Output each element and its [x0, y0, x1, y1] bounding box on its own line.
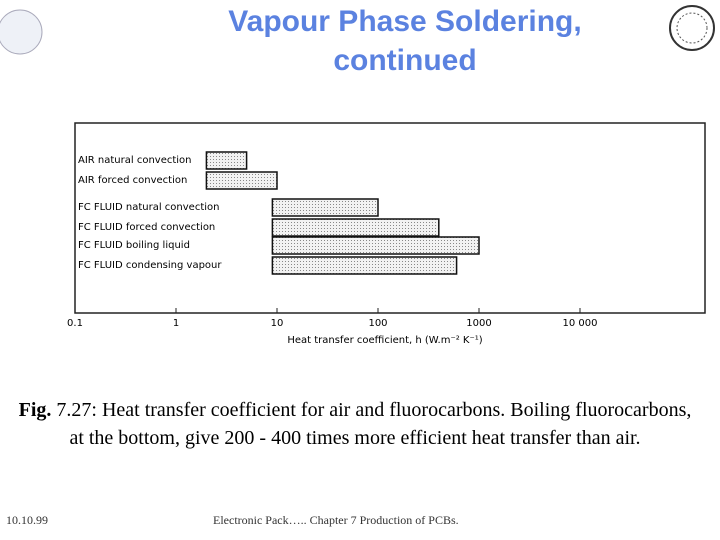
- bar: [205, 171, 278, 190]
- caption: Fig. 7.27: Heat transfer coefficient for…: [10, 396, 700, 452]
- category-label: FC FLUID forced convection: [78, 222, 215, 233]
- footer-date: 10.10.99: [6, 513, 48, 527]
- title-line: continued: [333, 44, 477, 77]
- x-tick-label: 0.1: [67, 318, 83, 329]
- category-label: FC FLUID condensing vapour: [78, 260, 222, 271]
- plot-frame: [74, 122, 706, 314]
- bar: [271, 218, 440, 237]
- x-axis-label: Heat transfer coefficient, h (W.m⁻² K⁻¹): [287, 335, 482, 346]
- category-label: AIR forced convection: [78, 175, 187, 186]
- bar: [271, 256, 458, 275]
- left-logo: [0, 9, 43, 55]
- x-tick-label: 1: [173, 318, 179, 329]
- x-tick-label: 10: [271, 318, 284, 329]
- caption-label: Fig.: [18, 399, 52, 421]
- category-label: FC FLUID natural convection: [78, 202, 219, 213]
- bar: [205, 151, 248, 170]
- chart: Heat transfer coefficient, h (W.m⁻² K⁻¹)…: [0, 5, 715, 346]
- category-label: AIR natural convection: [78, 155, 192, 166]
- bar: [271, 236, 480, 255]
- bar: [271, 198, 379, 217]
- right-logo-inner: [676, 12, 708, 44]
- right-logo: [669, 5, 715, 51]
- footer-text: Electronic Pack….. Chapter 7 Production …: [213, 513, 459, 527]
- x-tick-label: 1000: [466, 318, 491, 329]
- title-line: Vapour Phase Soldering,: [228, 5, 582, 38]
- x-tick-label: 10 000: [563, 318, 598, 329]
- slide-title: Vapour Phase Soldering, continued: [100, 2, 710, 80]
- category-label: FC FLUID boiling liquid: [78, 240, 190, 251]
- x-tick-label: 100: [368, 318, 387, 329]
- caption-text: 7.27: Heat transfer coefficient for air …: [56, 399, 692, 449]
